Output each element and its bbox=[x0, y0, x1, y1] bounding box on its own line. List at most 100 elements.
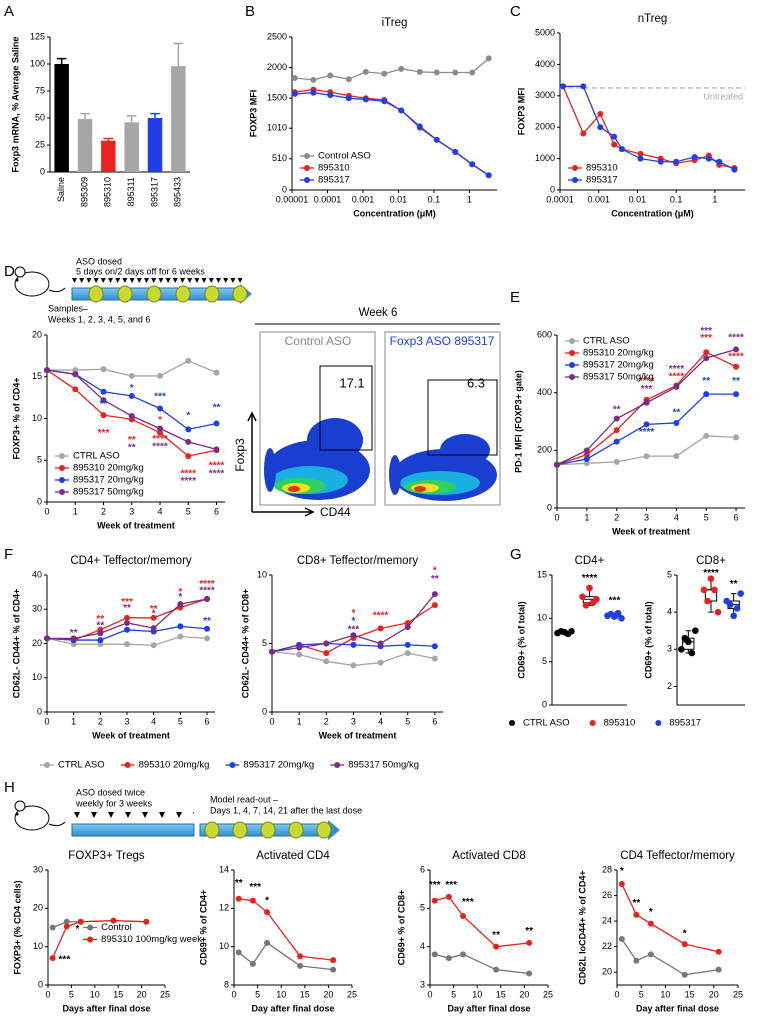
data-point bbox=[580, 83, 587, 90]
legend-label: 895317 bbox=[669, 718, 701, 729]
y-tick-label: 30 bbox=[33, 864, 43, 874]
annotation: *** bbox=[154, 391, 166, 402]
y-axis-label: FOXP3 MFI bbox=[248, 90, 258, 138]
y-tick-label: 5 bbox=[542, 656, 547, 666]
annotation: **** bbox=[199, 585, 215, 596]
y-tick-label: 5 bbox=[37, 455, 42, 465]
y-tick-label: 600 bbox=[537, 329, 552, 339]
y-tick-label: 0 bbox=[40, 166, 45, 176]
data-point bbox=[613, 427, 620, 434]
x-tick-label: 6 bbox=[204, 716, 209, 726]
data-point bbox=[613, 415, 620, 422]
legend-label: 895310 bbox=[604, 718, 636, 729]
y-tick-label: 0 bbox=[37, 496, 42, 506]
data-point bbox=[611, 141, 618, 148]
data-point bbox=[485, 55, 492, 62]
x-tick-label: 0.0001 bbox=[546, 194, 574, 204]
annotation: *** bbox=[249, 882, 261, 893]
flow-y-label: Foxp3 bbox=[233, 438, 247, 472]
x-tick-label: 10 bbox=[90, 989, 100, 999]
y-tick-label: 0 bbox=[37, 706, 42, 716]
annotation: **** bbox=[728, 333, 744, 344]
panel-label: H bbox=[4, 779, 15, 796]
data-point bbox=[460, 913, 467, 919]
legend-marker bbox=[229, 762, 236, 768]
annotation: ** bbox=[431, 574, 439, 585]
annotation: * bbox=[178, 587, 182, 598]
x-tick-label: 5 bbox=[451, 989, 456, 999]
x-tick-label: 15 bbox=[113, 989, 123, 999]
annotation: ** bbox=[100, 399, 108, 410]
bar bbox=[147, 118, 163, 172]
annotation: **** bbox=[152, 442, 168, 453]
data-point bbox=[70, 641, 77, 648]
y-tick-label: 5 bbox=[420, 903, 425, 913]
data-point bbox=[673, 383, 680, 390]
x-tick-label: Saline bbox=[56, 177, 66, 202]
bar bbox=[124, 122, 139, 172]
data-point bbox=[381, 70, 388, 77]
data-point bbox=[700, 586, 708, 594]
y-tick-label: 26 bbox=[602, 890, 612, 900]
y-axis-label: CD69+ % of CD4+ bbox=[198, 890, 208, 966]
data-point bbox=[707, 575, 715, 583]
x-tick-label: 0 bbox=[554, 512, 559, 522]
data-point bbox=[100, 388, 107, 395]
data-point bbox=[554, 461, 560, 468]
panel-label: A bbox=[4, 3, 14, 20]
x-axis-label: Day after final dose bbox=[636, 1003, 719, 1013]
x-tick-label: 0 bbox=[269, 716, 274, 726]
data-point bbox=[711, 586, 718, 594]
legend-label: CTRL ASO bbox=[58, 760, 105, 771]
x-tick-label: 0.001 bbox=[587, 194, 610, 204]
data-point bbox=[637, 150, 644, 157]
annotation: ** bbox=[123, 603, 131, 614]
data-point bbox=[731, 166, 738, 173]
data-point bbox=[416, 123, 423, 130]
y-tick-label: 40 bbox=[32, 569, 42, 579]
data-point bbox=[128, 392, 135, 399]
x-tick-label: 5 bbox=[186, 506, 191, 516]
legend-label: Control bbox=[101, 922, 132, 933]
data-point bbox=[264, 909, 271, 916]
x-tick-label: 4 bbox=[151, 716, 156, 726]
x-tick-label: 4 bbox=[378, 716, 383, 726]
error-bar bbox=[103, 137, 114, 141]
annotation: ** bbox=[632, 898, 640, 909]
data-point bbox=[49, 924, 56, 931]
axis-arrow bbox=[252, 507, 315, 517]
legend-label: CTRL ASO bbox=[583, 336, 630, 347]
y-tick-label: 22 bbox=[602, 941, 612, 951]
annotation: * bbox=[130, 383, 134, 394]
data-point bbox=[526, 970, 533, 977]
data-point bbox=[124, 626, 130, 633]
data-point bbox=[249, 897, 256, 904]
data-point bbox=[297, 953, 304, 960]
annotation: **** bbox=[582, 573, 598, 584]
y-tick-label: 15 bbox=[32, 371, 42, 381]
annotation: * bbox=[683, 929, 687, 940]
y-tick-label: 14 bbox=[219, 864, 229, 874]
legend-marker bbox=[589, 720, 596, 726]
data-point bbox=[681, 971, 688, 978]
data-point bbox=[97, 641, 104, 648]
legend-label: 895317 bbox=[586, 175, 618, 186]
legend-marker bbox=[572, 177, 578, 183]
y-tick-label: 2000 bbox=[267, 62, 287, 72]
x-tick-label: 3 bbox=[129, 506, 134, 516]
data-point bbox=[404, 641, 411, 648]
y-tick-label: 15 bbox=[537, 569, 547, 579]
data-point bbox=[377, 625, 384, 632]
annotation: **** bbox=[373, 611, 389, 622]
schematic-text: Days 1, 4, 7, 14, 21 after the last dose bbox=[210, 805, 362, 815]
data-point bbox=[72, 371, 79, 378]
legend-marker bbox=[87, 936, 94, 943]
legend-marker bbox=[59, 465, 65, 471]
sample-points bbox=[88, 285, 248, 303]
data-point bbox=[582, 602, 590, 609]
data-point bbox=[726, 601, 734, 609]
data-point bbox=[235, 895, 242, 902]
flow-title: Week 6 bbox=[359, 307, 398, 319]
data-point bbox=[330, 966, 337, 973]
data-point bbox=[633, 957, 640, 964]
